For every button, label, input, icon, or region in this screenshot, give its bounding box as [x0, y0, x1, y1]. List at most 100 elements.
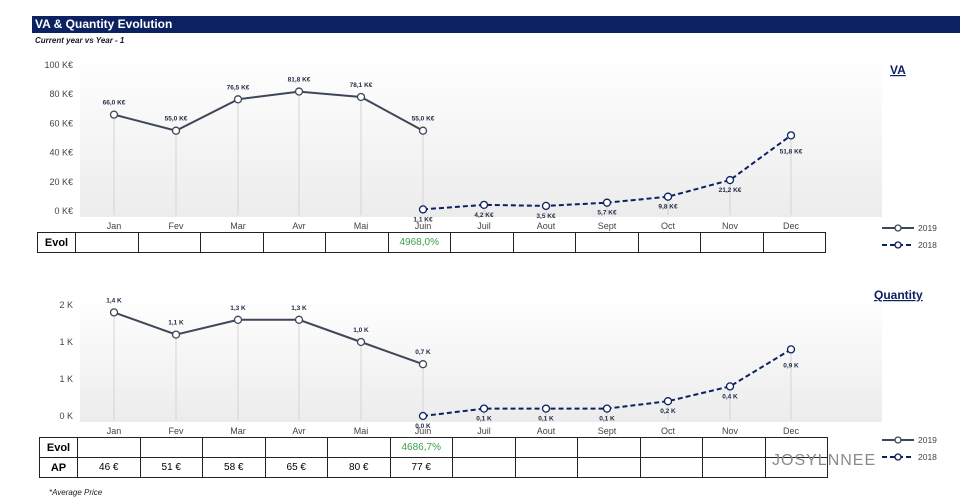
quantity-legend-2018-label: 2018: [918, 452, 937, 462]
quantity-series-2018-point: [479, 404, 489, 413]
va-table-row: Evol 4968,0%: [37, 232, 826, 253]
va-plot-area: [80, 53, 882, 217]
quantity-data-label: 0,7 K: [415, 349, 431, 356]
quantity-x-tick-label: Dec: [783, 426, 800, 436]
va-series-2018-point: [541, 201, 551, 211]
quantity-legend-2019-marker: [894, 436, 902, 444]
va-x-tick-label: Dec: [783, 221, 800, 231]
va-y-tick-label: 60 K€: [49, 118, 73, 128]
quantity-data-label: 1,4 K: [106, 297, 122, 304]
quantity-data-label: 0,1 K: [599, 416, 615, 423]
va-table-cell: [325, 232, 389, 253]
quantity-table-cell: 4686,7%: [389, 437, 453, 458]
quantity-table-cell: [514, 457, 578, 478]
va-series-2019-point: [418, 126, 428, 135]
quantity-x-tick-label: Sept: [598, 426, 617, 436]
quantity-x-tick-label: Mar: [230, 426, 246, 436]
report-title: VA & Quantity Evolution: [35, 17, 173, 31]
quantity-table-cell: 77 €: [389, 457, 453, 478]
quantity-x-tick-label: Juil: [477, 426, 491, 436]
va-row-header: Evol: [37, 232, 76, 253]
quantity-x-tick-label: Aout: [537, 426, 556, 436]
va-data-label: 21,2 K€: [719, 187, 742, 194]
title-bar: VA & Quantity Evolution: [32, 16, 960, 33]
quantity-data-label: 1,0 K: [353, 327, 369, 334]
quantity-table-cell: [577, 457, 641, 478]
va-evol-table: Evol 4968,0%: [37, 232, 826, 253]
va-series-2019-point: [233, 95, 243, 104]
va-series-2019-line: [113, 90, 424, 132]
quantity-data-label: 0,1 K: [538, 416, 554, 423]
quantity-table-cell: [639, 437, 703, 458]
quantity-series-2019-point: [109, 308, 119, 317]
va-x-tick-label: Nov: [722, 221, 739, 231]
quantity-x-tick-label: Juin: [415, 426, 432, 436]
va-y-tick-label: 20 K€: [49, 177, 73, 187]
quantity-chart-heading: Quantity: [874, 288, 923, 302]
va-series-2018-point: [725, 175, 735, 185]
va-x-tick-label: Mar: [230, 221, 246, 231]
quantity-series-2018-point: [786, 345, 796, 354]
va-table-cell: [200, 232, 264, 253]
quantity-table: Evol 4686,7% AP 46 €51 €58 €65 €80 €77 €: [39, 437, 828, 478]
quantity-x-tick-label: Nov: [722, 426, 739, 436]
va-y-tick-label: 0 K€: [54, 206, 73, 216]
va-data-label: 51,8 K€: [780, 148, 803, 155]
quantity-series-2019-point: [294, 315, 304, 324]
quantity-plot-area: [80, 293, 882, 422]
quantity-series-2019-point: [418, 360, 428, 369]
quantity-series-2018-point: [663, 397, 673, 406]
va-table-cell: [575, 232, 639, 253]
quantity-table-cell: 51 €: [139, 457, 203, 478]
quantity-table-cell: [327, 437, 391, 458]
va-series-2018-point: [479, 200, 489, 210]
quantity-table-cell: [514, 437, 578, 458]
va-x-tick-label: Avr: [292, 221, 305, 231]
quantity-table-cell: 46 €: [77, 457, 141, 478]
va-data-label: 55,0 K€: [165, 116, 188, 123]
quantity-table-cell: [702, 457, 766, 478]
va-series-2018-point: [418, 205, 428, 214]
va-y-tick-label: 80 K€: [49, 89, 73, 99]
quantity-series-2019-line: [113, 311, 424, 366]
va-series-2018-point: [602, 198, 612, 207]
quantity-series-2018-point: [418, 411, 428, 421]
va-x-tick-label: Fev: [168, 221, 184, 231]
quantity-series-2019-point: [356, 337, 366, 347]
quantity-series-2019-point: [171, 330, 181, 339]
quantity-table-cell: [264, 437, 328, 458]
quantity-x-tick-label: Avr: [292, 426, 305, 436]
va-data-label: 81,8 K€: [288, 77, 311, 84]
quantity-table-cell: 58 €: [202, 457, 266, 478]
quantity-x-tick-label: Oct: [661, 426, 676, 436]
quantity-data-label: 1,1 K: [168, 320, 184, 327]
va-data-label: 1,1 K€: [413, 216, 433, 223]
va-table-cell: [262, 232, 326, 253]
va-y-tick-label: 100 K€: [44, 60, 73, 70]
va-table-cell: [450, 232, 514, 253]
va-table-cell: [75, 232, 139, 253]
va-table-cell: [762, 232, 826, 253]
va-series-2019-point: [356, 92, 366, 102]
quantity-data-label: 1,3 K: [230, 305, 246, 312]
va-table-cell: [137, 232, 201, 253]
va-data-label: 4,2 K€: [474, 212, 494, 219]
quantity-table-cell: [452, 437, 516, 458]
quantity-series-2018-point: [602, 404, 612, 413]
watermark-text: JOSYLNNEE: [772, 452, 877, 469]
quantity-data-label: 0,1 K: [476, 416, 492, 423]
quantity-table-cell: [202, 437, 266, 458]
va-data-label: 78,1 K€: [350, 82, 373, 89]
quantity-x-tick-label: Mai: [354, 426, 369, 436]
quantity-table-cell: [702, 437, 766, 458]
va-data-label: 9,8 K€: [658, 204, 678, 211]
quantity-table-cell: [639, 457, 703, 478]
va-table-cell: [700, 232, 764, 253]
report-subtitle: Current year vs Year - 1: [35, 36, 125, 45]
va-legend-2018-marker: [894, 241, 902, 249]
quantity-table-cell: [577, 437, 641, 458]
quantity-y-tick-label: 1 K: [59, 337, 73, 347]
va-legend-2019-marker: [894, 224, 902, 232]
quantity-x-tick-label: Fev: [168, 426, 184, 436]
